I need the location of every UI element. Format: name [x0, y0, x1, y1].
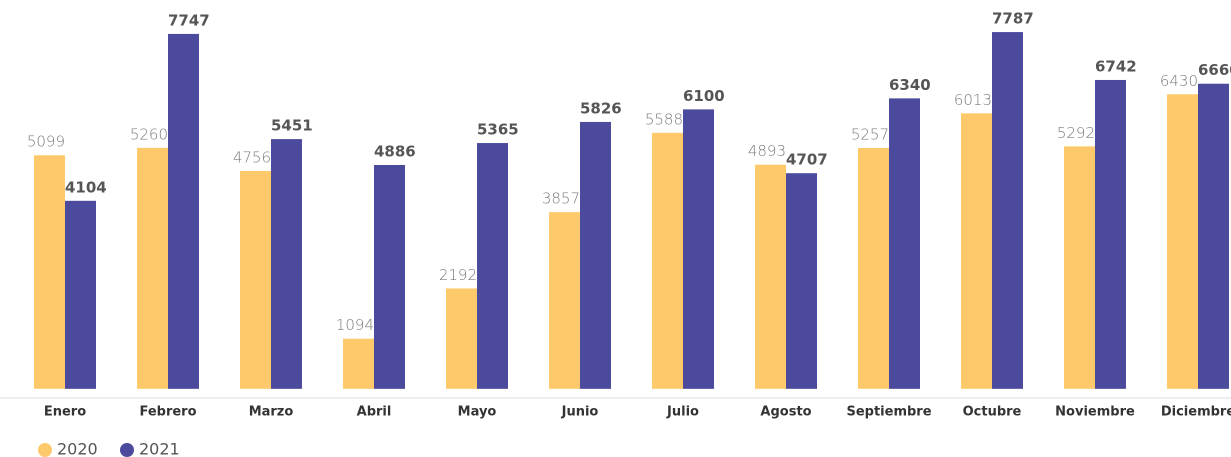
- bar: [858, 147, 889, 389]
- x-tick-label: Noviembre: [1055, 405, 1135, 420]
- bar: [580, 121, 611, 389]
- data-label: 4893: [748, 142, 786, 160]
- data-label: 5826: [580, 99, 622, 117]
- bar: [549, 212, 580, 389]
- x-tick-label: Marzo: [249, 405, 294, 420]
- x-tick-label: Diciembre: [1161, 405, 1231, 420]
- bar: [65, 200, 96, 389]
- x-tick-label: Mayo: [458, 405, 497, 420]
- data-label: 6660: [1198, 61, 1231, 79]
- data-label: 4886: [374, 142, 416, 160]
- x-tick-label: Agosto: [760, 405, 811, 420]
- data-label: 4707: [786, 151, 828, 169]
- x-tick-label: Febrero: [139, 405, 196, 420]
- data-label: 5257: [851, 125, 889, 143]
- data-label: 3857: [542, 190, 580, 208]
- data-label: 6430: [1160, 72, 1198, 90]
- bar: [889, 98, 920, 389]
- bar: [961, 113, 992, 389]
- legend-marker: [38, 443, 52, 457]
- bar: [240, 170, 271, 389]
- bar: [1064, 146, 1095, 389]
- data-label: 5365: [477, 121, 519, 139]
- x-tick-label: Octubre: [963, 405, 1022, 420]
- bar: [755, 164, 786, 389]
- bar: [168, 33, 199, 389]
- bar: [137, 147, 168, 389]
- data-label: 4756: [233, 148, 271, 166]
- x-tick-label: Septiembre: [846, 405, 931, 420]
- bar: [446, 288, 477, 389]
- data-label: 2192: [439, 266, 477, 284]
- bar: [992, 32, 1023, 389]
- legend-label: 2020: [57, 440, 98, 457]
- data-label: 6742: [1095, 57, 1137, 75]
- bar: [683, 109, 714, 389]
- data-label: 6100: [683, 87, 725, 105]
- data-label: 4104: [65, 178, 107, 196]
- data-label: 7787: [992, 10, 1034, 28]
- bar: [1095, 79, 1126, 389]
- bar: [477, 143, 508, 389]
- x-tick-label: Junio: [561, 405, 599, 420]
- legend-marker: [120, 443, 134, 457]
- data-label: 5292: [1057, 124, 1095, 142]
- x-tick-label: Abril: [357, 405, 392, 420]
- data-label: 7747: [168, 11, 210, 29]
- bar: [652, 132, 683, 389]
- bar: [343, 338, 374, 389]
- data-label: 6013: [954, 91, 992, 109]
- x-tick-label: Julio: [666, 405, 699, 420]
- bar: [271, 139, 302, 389]
- data-label: 5260: [130, 125, 168, 143]
- legend-label: 2021: [139, 440, 180, 457]
- data-label: 1094: [336, 316, 374, 334]
- bar: [1198, 83, 1229, 389]
- bar: [34, 155, 65, 389]
- x-tick-label: Enero: [44, 405, 86, 420]
- data-label: 6340: [889, 76, 931, 94]
- bar: [786, 173, 817, 389]
- bar: [1167, 94, 1198, 389]
- bar: [374, 164, 405, 389]
- data-label: 5099: [27, 133, 65, 151]
- data-label: 5588: [645, 110, 683, 128]
- data-label: 5451: [271, 117, 313, 135]
